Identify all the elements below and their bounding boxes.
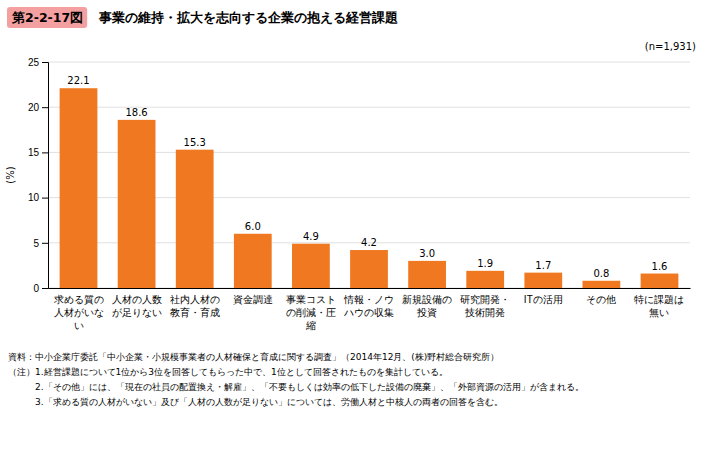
x-tick: 研究開発・技術開発 [460,294,510,318]
x-axis: 求める質の人材がいない人材の人数が足りない社内人材の教育・育成 資金調達 事業コスト… [49,289,691,332]
x-tick: 情報・ノウハウの収集 [343,294,394,318]
x-tick: 事業コストの削減・圧縮 [286,294,336,331]
bar [292,244,330,288]
y-axis: 0 5 10 15 20 25 [28,57,49,294]
footnote: 2.「その他」には、「現在の社員の配置換え・解雇」、「不要もしくは効率の低下した… [8,382,584,392]
bar [524,273,562,288]
data-label: 0.8 [593,268,609,279]
x-tick-label: 特に課題は無い [634,294,684,318]
x-tick-label: その他 [586,294,616,305]
data-label: 4.2 [361,237,377,248]
footnote: （注）1.経営課題について1位から3位を回答してもらった中で、1位として回答され… [8,367,448,377]
y-tick-label: 10 [28,192,40,203]
bar [408,261,446,288]
y-tick: 25 [28,57,48,68]
bars [60,88,679,288]
data-label: 1.6 [652,261,668,272]
data-label: 4.9 [303,231,319,242]
data-labels: 22.1 18.6 15.3 6.0 4.9 4.2 3.0 1.9 1.7 0.8 1.6 [67,75,667,279]
bar [641,274,679,288]
y-tick-label: 0 [33,283,39,294]
bar [60,88,98,288]
x-tick-label: 求める質の人材がいない [54,294,104,331]
y-tick: 0 [33,283,48,294]
y-tick-label: 25 [28,57,40,68]
title-tag-background [7,7,87,28]
x-tick: ITの活用 [524,294,563,305]
x-tick-label: 新規設備の投資 [402,294,452,318]
data-label: 1.7 [535,260,551,271]
x-tick-label: 事業コストの削減・圧縮 [286,294,336,331]
x-tick: その他 [586,294,616,305]
x-tick-label: 社内人材の教育・育成 [170,294,220,318]
y-tick-mark [42,107,48,108]
data-label: 6.0 [245,221,261,232]
n-label: (n=1,931) [645,41,696,52]
x-tick: 新規設備の投資 [402,294,452,318]
data-label: 15.3 [184,137,206,148]
y-tick-mark [42,152,48,153]
y-tick-label: 15 [28,147,40,158]
data-label: 22.1 [67,75,89,86]
title-tag-group: 第2-2-17図 [7,7,87,28]
y-axis-title: (%) [5,166,16,183]
x-tick: 社内人材の教育・育成 [170,294,220,318]
data-label: 3.0 [419,248,435,259]
bar [234,234,272,288]
bar [466,271,504,288]
plot: 22.1 18.6 15.3 6.0 4.9 4.2 3.0 1.9 1.7 0.8 1.6 0 5 10… [28,57,691,331]
grid-line [48,62,690,63]
y-tick-mark [42,198,48,199]
bar [176,150,214,288]
y-tick-label: 20 [28,102,40,113]
y-tick-mark [42,288,48,289]
y-tick-label: 5 [33,238,39,249]
x-tick: 人材の人数が足りない [112,294,162,318]
data-label: 18.6 [125,107,147,118]
y-tick: 10 [28,192,48,203]
data-label: 1.9 [477,258,493,269]
bar [350,250,388,288]
x-tick: 求める質の人材がいない [54,294,104,331]
footnote: 3.「求める質の人材がいない」及び「人材の人数が足りない」については、労働人材と… [8,397,503,407]
x-tick: 資金調達 [233,294,273,305]
x-tick-label: 情報・ノウハウの収集 [343,294,394,318]
footnote: 資料：中小企業庁委託「中小企業・小規模事業者の人材確保と育成に関する調査」（20… [8,352,499,362]
title-tag: 第2-2-17図 [11,10,83,25]
x-tick-label: ITの活用 [524,294,563,305]
grid [48,62,690,288]
y-tick: 15 [28,147,48,158]
y-tick: 5 [33,238,48,249]
y-tick-mark [42,62,48,63]
y-tick: 20 [28,102,48,113]
x-tick: 特に課題は無い [634,294,684,318]
footnotes: 資料：中小企業庁委託「中小企業・小規模事業者の人材確保と育成に関する調査」（20… [8,352,584,407]
bar [118,120,156,288]
bar [583,281,621,288]
y-axis-line [42,63,49,289]
chart: 第2-2-17図事業の維持・拡大を志向する企業の抱える経営課題 (n=1,931)… [0,0,708,463]
title: 事業の維持・拡大を志向する企業の抱える経営課題 [98,10,398,25]
x-axis-line [49,288,691,289]
x-tick-label: 資金調達 [233,294,273,305]
x-tick-label: 研究開発・技術開発 [460,294,510,318]
x-tick-label: 人材の人数が足りない [112,294,162,318]
y-tick-mark [42,243,48,244]
